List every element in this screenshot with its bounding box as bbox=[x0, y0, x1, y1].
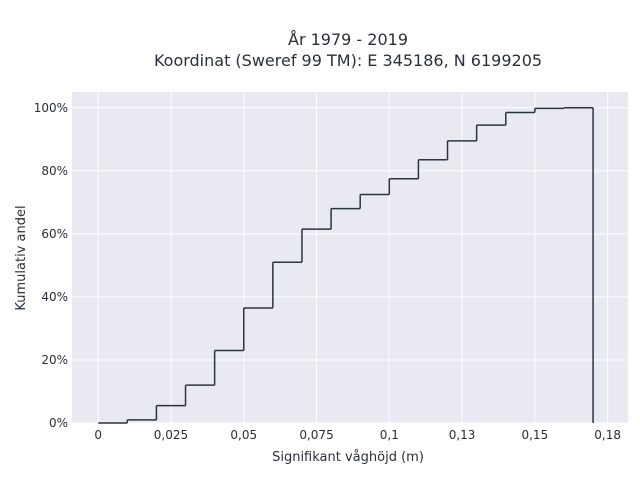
x-tick-label: 0,025 bbox=[154, 428, 188, 442]
y-tick-label: 40% bbox=[41, 290, 68, 304]
chart-title-line1: År 1979 - 2019 bbox=[288, 30, 408, 49]
y-axis-ticks: 0% 20% 40% 60% 80% 100% bbox=[34, 101, 68, 430]
y-tick-label: 60% bbox=[41, 227, 68, 241]
y-tick-label: 100% bbox=[34, 101, 68, 115]
x-axis-label: Signifikant våghöjd (m) bbox=[272, 450, 424, 465]
plot-area bbox=[72, 92, 628, 423]
series-step-line bbox=[98, 107, 594, 424]
x-tick-label: 0,13 bbox=[449, 428, 476, 442]
y-tick-label: 20% bbox=[41, 353, 68, 367]
x-tick-label: 0 bbox=[94, 428, 102, 442]
y-axis-label: Kumulativ andel bbox=[14, 205, 29, 310]
x-tick-label: 0,05 bbox=[230, 428, 257, 442]
y-tick-label: 0% bbox=[49, 416, 68, 430]
x-tick-label: 0,15 bbox=[521, 428, 548, 442]
x-tick-label: 0,1 bbox=[380, 428, 399, 442]
x-tick-label: 0,075 bbox=[299, 428, 333, 442]
x-tick-label: 0,18 bbox=[594, 428, 621, 442]
x-axis-ticks: 0 0,025 0,05 0,075 0,1 0,13 0,15 0,18 bbox=[94, 428, 621, 442]
y-tick-label: 80% bbox=[41, 164, 68, 178]
chart-title-line2: Koordinat (Sweref 99 TM): E 345186, N 61… bbox=[154, 51, 542, 70]
